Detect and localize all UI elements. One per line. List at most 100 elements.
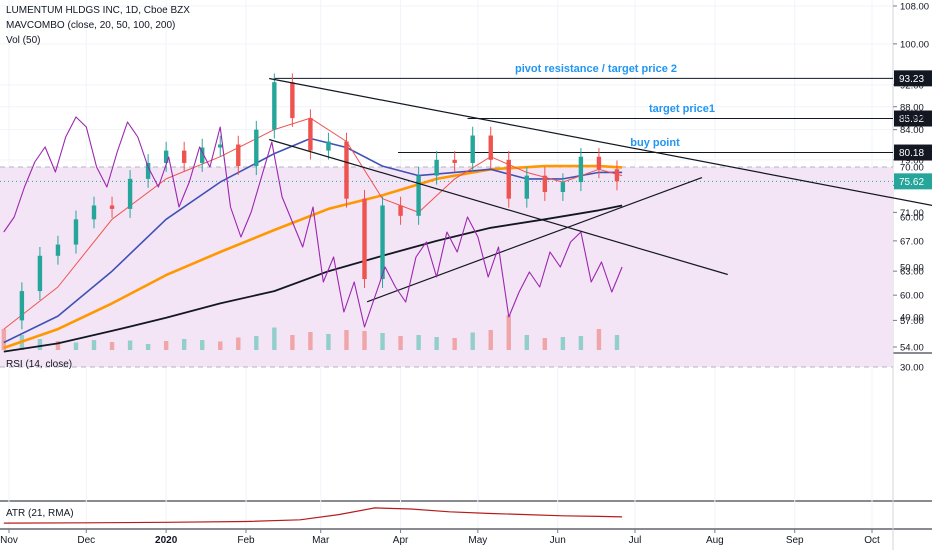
candle-body (308, 118, 313, 151)
volume-bar (272, 327, 277, 350)
volume-bar (109, 342, 115, 350)
price-tick-label: 67.00 (900, 236, 924, 247)
volume-bar (506, 315, 511, 350)
candle-body (73, 219, 79, 245)
candle-body (362, 198, 367, 280)
candle-body (145, 162, 151, 179)
rsi-legend[interactable]: RSI (14, close) (6, 359, 73, 370)
volume-bar (452, 338, 457, 350)
volume-bar (560, 337, 566, 350)
price-tick-label: 84.00 (900, 125, 924, 136)
price-tick-label: 57.00 (900, 316, 924, 327)
volume-bar (416, 335, 421, 350)
time-tick-label: Nov (0, 535, 18, 546)
candle-body (434, 159, 439, 176)
candle-body (109, 205, 115, 209)
volume-legend[interactable]: Vol (50) (6, 35, 41, 46)
time-tick-label: 2020 (155, 535, 178, 546)
price-tick-label: 100.00 (900, 39, 929, 50)
price-tick-label: 71.00 (900, 208, 924, 219)
candle-body (578, 156, 584, 183)
price-label-text: 80.18 (899, 148, 924, 159)
candle-body (163, 150, 169, 163)
time-tick-label: Mar (312, 535, 330, 546)
rsi-line (3, 116, 623, 328)
volume-bar (326, 334, 331, 350)
candle-body (416, 175, 421, 216)
ma-100-line (3, 164, 623, 350)
candle-body (614, 169, 620, 182)
rsi-tick-label: 30.00 (900, 363, 924, 374)
price-label-box (894, 70, 932, 87)
volume-bar (596, 329, 602, 350)
volume-bar (434, 337, 439, 350)
time-tick-label: Jun (550, 535, 566, 546)
price-tick-label: 108.00 (900, 2, 929, 13)
time-tick-label: Sep (786, 535, 804, 546)
candle-body (272, 82, 277, 130)
volume-bar (181, 339, 187, 350)
volume-bar (380, 333, 385, 350)
volume-bar (398, 336, 403, 350)
volume-bar (362, 331, 367, 350)
candle-body (488, 135, 493, 160)
ma-200-line (3, 204, 623, 353)
volume-bar (578, 336, 584, 350)
price-tick-label: 79.00 (900, 155, 924, 166)
candle-body (344, 141, 349, 199)
volume-bar (254, 336, 259, 350)
volume-bar (127, 340, 133, 350)
volume-bar (218, 341, 223, 350)
rsi-band (0, 167, 893, 367)
volume-bar (163, 341, 169, 350)
price-label-box (894, 144, 932, 161)
price-tick-label: 60.00 (900, 291, 924, 302)
candle-body (19, 291, 25, 321)
candle-body (218, 144, 223, 148)
price-label-box (894, 173, 932, 190)
annotation-label: pivot resistance / target price 2 (515, 63, 677, 75)
candle-body (524, 175, 529, 199)
candle-body (380, 205, 385, 280)
volume-bar (55, 341, 61, 350)
trendline-lower (366, 177, 703, 303)
candle-body (236, 144, 241, 167)
time-tick-label: Feb (237, 535, 255, 546)
volume-bar (91, 340, 97, 350)
candle-body (127, 178, 133, 209)
symbol-legend[interactable]: LUMENTUM HLDGS INC, 1D, Cboe BZX (6, 5, 190, 16)
annotation-label: buy point (630, 137, 680, 149)
volume-bar (200, 340, 205, 350)
rsi-tick-label: 50.00 (900, 263, 924, 274)
price-label-text: 75.62 (899, 177, 924, 188)
candle-body (290, 82, 295, 119)
candle-body (55, 244, 61, 256)
rsi-tick-label: 80.00 (900, 113, 924, 124)
price-label-box (894, 110, 932, 127)
candle-body (200, 147, 205, 163)
volume-bar (524, 335, 529, 350)
mavcombo-legend[interactable]: MAVCOMBO (close, 20, 50, 100, 200) (6, 20, 176, 31)
volume-bar (145, 344, 151, 350)
candle-body (398, 205, 403, 216)
candle-body (596, 156, 602, 170)
volume-bar (290, 335, 295, 350)
candle-body (91, 205, 97, 220)
atr-legend[interactable]: ATR (21, RMA) (6, 508, 74, 519)
candle-body (254, 129, 259, 167)
volume-bar (470, 332, 475, 350)
trendline-upper (269, 77, 932, 207)
time-tick-label: May (468, 535, 487, 546)
candle-body (470, 135, 475, 163)
rsi-trendline (269, 138, 728, 276)
candle-body (452, 159, 457, 163)
volume-bar (344, 330, 349, 350)
rsi-tick-label: 70.00 (900, 163, 924, 174)
time-tick-label: Dec (77, 535, 95, 546)
candle-body (542, 175, 548, 192)
candle-body (181, 150, 187, 163)
candle-body (326, 141, 331, 151)
time-tick-label: Aug (706, 535, 724, 546)
atr-line (3, 507, 623, 524)
